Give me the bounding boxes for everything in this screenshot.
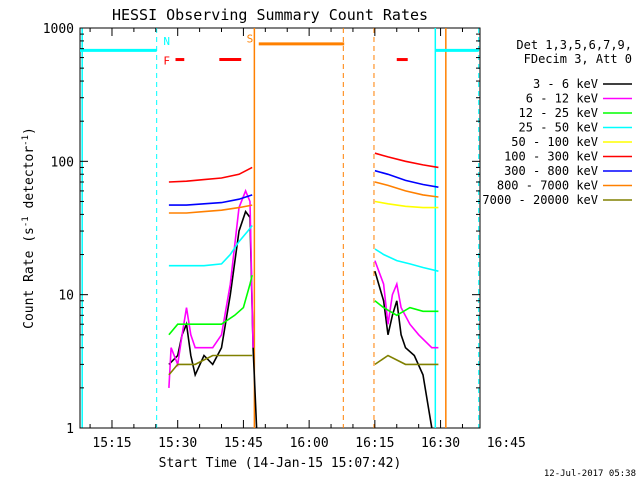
series-line [168,166,253,183]
legend-entry-label: 7000 - 20000 keV [482,193,598,207]
legend-entry-label: 800 - 7000 keV [497,179,598,193]
legend-entry-label: 3 - 6 keV [533,77,598,91]
y-axis-label-mid: detector [22,146,37,217]
series-line [374,248,439,272]
annotation-letter: F [163,55,170,68]
series-line [374,300,439,317]
y-tick-label: 10 [58,289,74,304]
y-axis-label-main: Count Rate (s [22,227,37,329]
x-tick-label: 16:00 [290,436,329,451]
series-line [168,225,253,267]
series-line [374,270,433,429]
series-line [374,152,439,169]
annotation-layer: NF S [80,28,480,428]
x-tick-label: 16:30 [421,436,460,451]
x-tick-label: 15:15 [92,436,131,451]
y-tick-label: 100 [51,155,74,170]
x-tick-label: 16:45 [487,436,526,451]
series-line [168,275,253,336]
annotation-letter: S [247,32,254,45]
x-tick-label: 16:15 [355,436,394,451]
y-axis-label-sup1: -1 [21,216,31,227]
y-axis: 1 10 100 1000 [43,22,480,437]
series-layer [168,152,439,429]
y-tick-label: 1 [66,422,74,437]
legend-entry-label: 50 - 100 keV [511,135,598,149]
annotation-letter: N [163,35,170,48]
x-axis: 15:15 15:30 15:45 16:00 16:15 16:30 16:45 [89,28,526,451]
series-line [374,200,439,209]
y-axis-label: Count Rate (s-1 detector-1) [21,127,37,329]
series-line [168,194,253,206]
legend-header-line-2: FDecim 3, Att 0 [524,52,632,66]
series-line [374,354,439,366]
legend: Det 1,3,5,6,7,9, FDecim 3, Att 0 3 - 6 k… [482,38,632,207]
series-line [168,354,253,376]
x-axis-label: Start Time (14-Jan-15 15:07:42) [159,456,402,471]
legend-entry-label: 12 - 25 keV [519,106,598,120]
x-tick-label: 15:45 [224,436,263,451]
plot-frame [79,27,481,429]
series-line [374,260,439,349]
series-line [374,181,439,198]
series-line [168,209,258,429]
legend-entry-label: 300 - 800 keV [504,164,598,178]
series-line [374,169,439,188]
legend-entry-label: 100 - 300 keV [504,150,598,164]
legend-header-line-1: Det 1,3,5,6,7,9, [516,38,632,52]
legend-entry-label: 25 - 50 keV [519,121,598,135]
legend-entry-label: 6 - 12 keV [526,92,598,106]
x-tick-label: 15:30 [158,436,197,451]
y-axis-label-sup2: -1 [21,135,31,146]
series-line [168,188,254,388]
y-tick-label: 1000 [43,22,74,37]
footer-timestamp: 12-Jul-2017 05:38 [544,469,636,479]
series-line [168,204,253,214]
y-axis-label-end: ) [22,127,37,135]
chart-title: HESSI Observing Summary Count Rates [112,6,428,24]
